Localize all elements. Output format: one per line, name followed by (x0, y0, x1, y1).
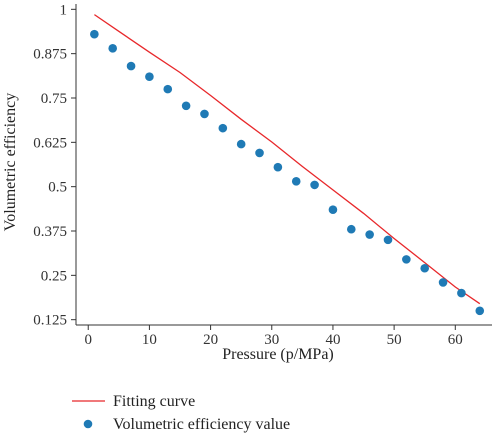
y-tick-label: 0.25 (41, 268, 67, 284)
y-axis-label: Volumetric efficiency (2, 93, 19, 231)
data-point (126, 61, 136, 71)
plot-area (90, 14, 485, 316)
y-tick-label: 0.375 (33, 224, 67, 240)
data-point (90, 29, 99, 39)
data-point (291, 177, 301, 186)
y-axis-ticks: 0.125 0.25 0.375 0.5 0.625 0.75 0.875 1 (33, 2, 76, 329)
legend-label-fitting-curve: Fitting curve (113, 393, 195, 410)
legend: Fitting curve Volumetric efficiency valu… (72, 393, 290, 433)
y-tick-label: 0.5 (48, 180, 67, 196)
data-point (273, 162, 283, 172)
data-point (310, 180, 319, 190)
x-tick-label: 20 (203, 332, 218, 348)
data-point (255, 148, 264, 158)
data-point (328, 205, 338, 215)
data-point (108, 44, 118, 53)
legend-swatch-volumetric-efficiency-value (83, 419, 93, 429)
y-tick-label: 0.75 (41, 91, 67, 107)
data-point (218, 123, 228, 133)
x-tick-label: 0 (84, 332, 92, 348)
data-point (457, 288, 466, 298)
x-axis-label: Pressure (p/MPa) (222, 346, 334, 363)
y-tick-label: 1 (60, 2, 68, 18)
fitting-curve-line (94, 14, 481, 305)
axes (75, 4, 492, 326)
data-point (420, 263, 430, 273)
data-point (181, 101, 191, 111)
data-point (383, 235, 393, 245)
x-tick-label: 60 (448, 332, 463, 348)
y-tick-label: 0.625 (33, 135, 67, 151)
data-point (200, 109, 209, 119)
x-tick-label: 10 (142, 332, 157, 348)
data-point (402, 255, 411, 264)
y-tick-label: 0.125 (33, 313, 67, 329)
data-point (365, 230, 374, 239)
x-tick-label: 30 (264, 332, 279, 348)
data-point (163, 84, 173, 94)
legend-label-volumetric-efficiency-value: Volumetric efficiency value (113, 416, 290, 433)
data-point (346, 224, 356, 234)
data-point (145, 72, 154, 82)
data-point (475, 306, 485, 316)
y-tick-label: 0.875 (33, 47, 67, 63)
x-axis-ticks: 0 10 20 30 40 50 60 (84, 325, 463, 348)
data-point (438, 278, 448, 287)
x-tick-label: 40 (325, 332, 340, 348)
data-point (236, 139, 246, 149)
x-tick-label: 50 (387, 332, 402, 348)
